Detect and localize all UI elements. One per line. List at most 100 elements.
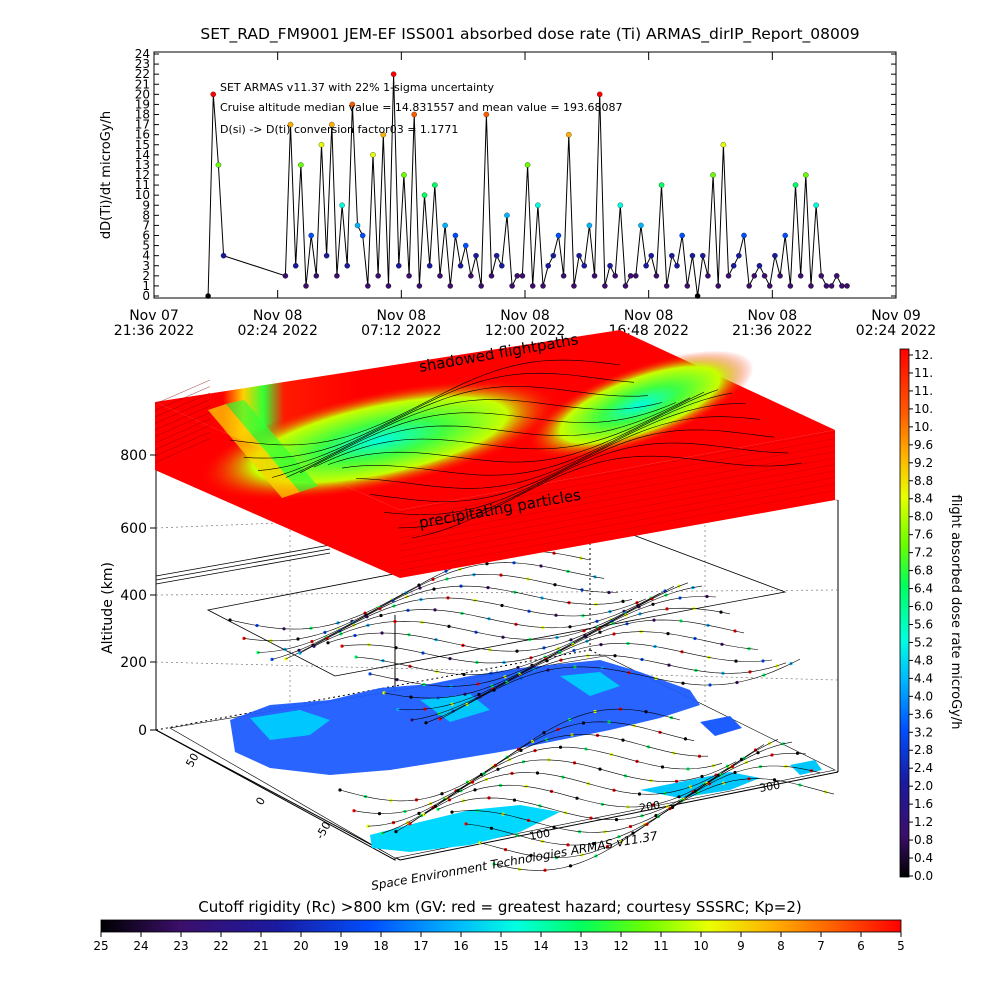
dose-rate-point [519, 273, 526, 279]
y-tick-label: 11 [135, 178, 150, 192]
dose-rate-point [375, 273, 381, 279]
slab-yellow-stripe [208, 404, 300, 498]
cutoff-rigidity-colorbar: Cutoff rigidity (Rc) >800 km (GV: red = … [93, 898, 904, 953]
slab-layer-line [154, 438, 211, 463]
dose-rate-point [318, 141, 325, 148]
rigidity-colorbar-tick-label: 14 [533, 939, 548, 953]
slab-layer-line [154, 425, 211, 450]
dose-rate-point [499, 262, 505, 269]
dose-rate-point [730, 262, 737, 269]
dose-rate-point [689, 252, 696, 259]
dose-rate-point [493, 252, 500, 259]
slab-layer-line [154, 412, 211, 437]
slab-front-layer-line [399, 490, 836, 571]
y-tick-label: 20 [135, 87, 150, 101]
dose-rate-point [612, 273, 618, 279]
orbit-track-line [425, 654, 787, 724]
slab-layer-line [154, 399, 211, 424]
dose-colorbar-tick-label: 11. [914, 366, 933, 380]
dose-rate-point [560, 273, 567, 279]
y-tick-label: 14 [135, 148, 150, 162]
latitude-tick-label: 50 [183, 751, 201, 770]
dose-rate-point [323, 252, 330, 259]
dose-rate-point [782, 232, 788, 239]
orbit-track-dot [312, 644, 316, 648]
dose-colorbar-tick-label: 6.8 [914, 564, 933, 578]
longitude-tick-label: 100 [528, 827, 551, 843]
dose-colorbar-tick-label: 0.8 [914, 833, 933, 847]
y-tick-label: 4 [142, 249, 150, 263]
ground-map [169, 655, 836, 872]
ground-track-line [353, 721, 695, 814]
dose-colorbar-tick-label: 6.4 [914, 582, 933, 596]
orbit-track-line [355, 596, 717, 676]
y-tick-label: 16 [135, 128, 150, 142]
x-tick-day-label: Nov 08 [500, 308, 550, 324]
slab-track-line [383, 429, 775, 516]
dose-rate-point [504, 212, 510, 219]
dose-rate-point [607, 262, 613, 269]
ground-track-dot [380, 831, 384, 835]
y-tick-label: 18 [135, 108, 150, 122]
dose-rate-point [700, 252, 706, 259]
dose-rate-point [282, 273, 289, 279]
dose-colorbar-tick-label: 8.0 [914, 510, 933, 524]
slab-front-layer-line [399, 457, 836, 539]
dose-rate-point [792, 182, 799, 188]
dose-rate-point [401, 172, 407, 178]
dose-rate-point [349, 101, 356, 108]
x-tick-day-label: Nov 08 [748, 308, 798, 324]
dose-rate-point [426, 262, 433, 269]
rigidity-colorbar-tick-label: 22 [213, 939, 228, 953]
dose-rate-point [298, 162, 304, 168]
slab-front-layer-line [399, 470, 836, 552]
dose-rate-point [653, 273, 660, 279]
dose-rate-point [767, 283, 773, 289]
y-tick-label: 24 [135, 47, 150, 61]
ground-track-dot [366, 824, 370, 828]
rigidity-colorbar-tick-label: 11 [653, 939, 668, 953]
dose-rate-point [509, 283, 515, 289]
y-tick-label: 7 [142, 218, 150, 232]
dose-rate-point [566, 131, 572, 138]
dose-rate-point [339, 202, 345, 208]
slab-front-layer-line [399, 431, 836, 513]
slab-track-line [313, 391, 705, 468]
dose-rate-point [550, 252, 557, 259]
slab-front-layer-line [399, 438, 836, 519]
dose-rate-y-axis-label: dD(Ti)/dt microGy/h [99, 111, 114, 239]
y-tick-label: 3 [142, 259, 150, 273]
y-tick-label: 19 [135, 97, 150, 111]
x-tick-day-label: Nov 09 [871, 308, 921, 324]
dose-colorbar-tick-label: 8.4 [914, 492, 933, 506]
dose-colorbar-tick-label: 3.6 [914, 707, 933, 721]
dose-colorbar-tick-label: 2.0 [914, 779, 933, 793]
ground-track-line [367, 734, 708, 827]
x-tick-day-label: Nov 08 [253, 308, 303, 324]
longitude-ticks: 100 200 300 [528, 779, 781, 843]
slab-track-line [397, 442, 789, 529]
altitude-3d-panel: shadowed flightpaths precipitating parti… [100, 330, 839, 893]
dose-rate-point [736, 252, 742, 259]
dose-rate-point [679, 232, 685, 239]
dose-rate-point [844, 283, 850, 289]
dose-rate-point [354, 222, 361, 229]
rigidity-colorbar-tick-label: 13 [573, 939, 588, 953]
dose-rate-point [334, 273, 340, 279]
dose-rate-point [627, 273, 634, 279]
dose-rate-point [359, 232, 366, 239]
dose-rate-point [555, 232, 562, 239]
dose-rate-point [586, 222, 593, 229]
dose-colorbar-tick-label: 4.8 [914, 653, 933, 667]
longitude-tick-label: 200 [638, 799, 661, 815]
dose-colorbar-tick-label: 7.2 [914, 546, 933, 560]
dose-colorbar-tick-label: 9.2 [914, 456, 933, 470]
dose-rate-point [406, 273, 412, 279]
y-tick-label: 1 [142, 279, 150, 293]
rigidity-colorbar-tick-label: 9 [737, 939, 745, 953]
dose-rate-point [576, 252, 582, 259]
x-tick-day-label: Nov 08 [624, 308, 674, 324]
dose-colorbar-tick-label: 8.8 [914, 474, 933, 488]
dose-rate-point [488, 273, 495, 279]
